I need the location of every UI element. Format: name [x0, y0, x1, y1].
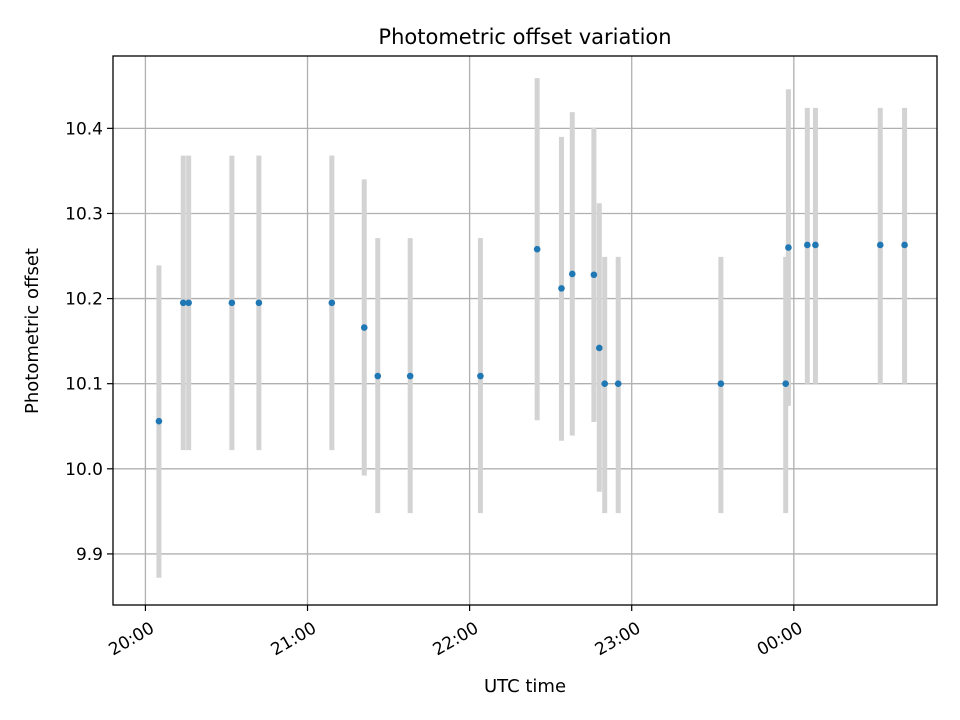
- data-point: [812, 241, 819, 249]
- data-point: [255, 299, 263, 307]
- data-point: [406, 372, 414, 380]
- y-axis-label: Photometric offset: [22, 248, 43, 414]
- x-tick-label: 00:00: [754, 618, 806, 660]
- data-points: [155, 241, 908, 425]
- y-tick-label: 9.9: [76, 545, 103, 565]
- data-point: [876, 241, 884, 249]
- x-tick-label: 23:00: [592, 618, 644, 660]
- data-point: [360, 324, 368, 331]
- y-tick-label: 10.3: [65, 204, 103, 224]
- x-axis: 20:00 21:00 22:00 23:00 00:00: [105, 605, 806, 660]
- data-point: [568, 270, 576, 278]
- data-point: [901, 241, 908, 249]
- data-point: [595, 344, 603, 352]
- data-point: [717, 380, 725, 387]
- plot-frame: [112, 55, 938, 606]
- data-point: [785, 244, 792, 251]
- data-point: [374, 372, 382, 380]
- data-point: [558, 285, 565, 292]
- data-point: [614, 380, 622, 387]
- y-axis: 9.9 10.0 10.1 10.2 10.3 10.4: [65, 119, 113, 565]
- data-point: [228, 299, 236, 307]
- data-point: [782, 380, 790, 387]
- data-point: [601, 380, 608, 387]
- data-point: [590, 271, 598, 279]
- data-point: [155, 417, 163, 425]
- data-point: [328, 299, 336, 307]
- data-point: [185, 299, 192, 307]
- y-tick-label: 10.1: [65, 375, 103, 395]
- y-tick-label: 10.0: [65, 460, 103, 480]
- data-point: [533, 245, 541, 253]
- y-tick-label: 10.4: [65, 119, 103, 139]
- data-point: [804, 241, 811, 249]
- x-tick-label: 21:00: [268, 618, 320, 660]
- data-point: [477, 372, 484, 380]
- error-bars: [156, 78, 908, 578]
- grid: [113, 56, 937, 605]
- y-tick-label: 10.2: [65, 290, 103, 310]
- data-point: [179, 299, 187, 307]
- x-tick-label: 20:00: [105, 618, 157, 660]
- x-tick-label: 22:00: [430, 618, 482, 660]
- x-axis-label: UTC time: [484, 676, 566, 697]
- chart-title: Photometric offset variation: [378, 25, 671, 49]
